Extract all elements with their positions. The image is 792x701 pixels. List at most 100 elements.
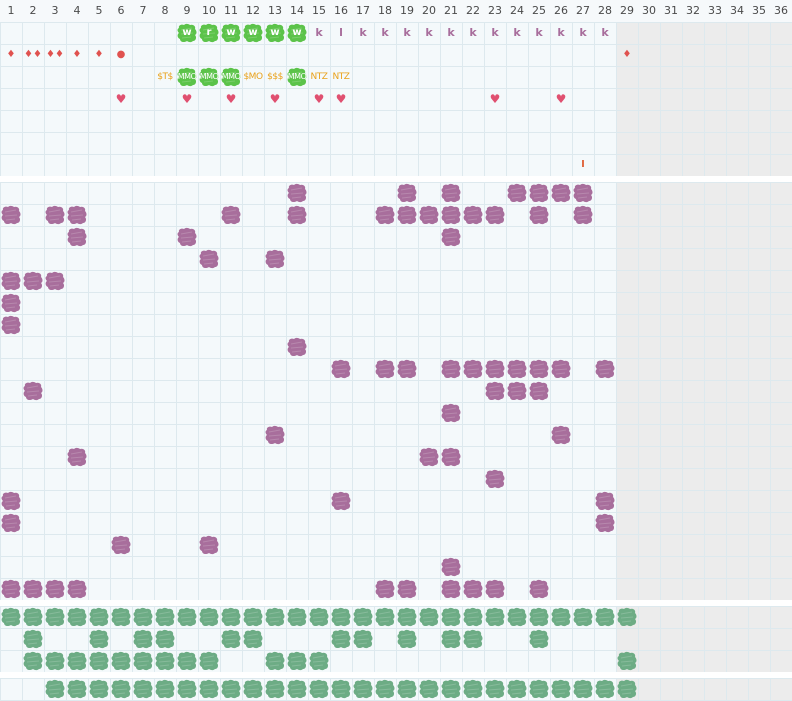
- heart-icon[interactable]: ♥: [555, 92, 567, 106]
- purple-blob-cell[interactable]: [440, 556, 462, 578]
- green-blob-cell[interactable]: [506, 606, 528, 628]
- k-marker[interactable]: k: [535, 26, 543, 39]
- money-marker[interactable]: NTZ: [310, 72, 328, 82]
- green-blob-cell[interactable]: [572, 606, 594, 628]
- heart-icon[interactable]: ♥: [225, 92, 237, 106]
- green-blob-cell[interactable]: [594, 678, 616, 700]
- green-blob-cell[interactable]: [550, 606, 572, 628]
- green-blob-cell[interactable]: [242, 606, 264, 628]
- green-blob-cell[interactable]: [176, 650, 198, 672]
- purple-blob-cell[interactable]: [0, 578, 22, 600]
- green-w-marker[interactable]: w: [286, 22, 308, 44]
- green-blob-cell[interactable]: [22, 628, 44, 650]
- green-blob-cell[interactable]: [352, 678, 374, 700]
- purple-blob-cell[interactable]: [572, 204, 594, 226]
- purple-blob-cell[interactable]: [528, 182, 550, 204]
- k-marker[interactable]: k: [469, 26, 477, 39]
- green-blob-cell[interactable]: [462, 628, 484, 650]
- green-blob-cell[interactable]: [396, 606, 418, 628]
- drop-icon[interactable]: ♦: [94, 49, 104, 60]
- purple-blob-cell[interactable]: [0, 490, 22, 512]
- purple-blob-cell[interactable]: [462, 204, 484, 226]
- green-blob-cell[interactable]: [396, 678, 418, 700]
- green-blob-cell[interactable]: [286, 606, 308, 628]
- k-marker[interactable]: k: [381, 26, 389, 39]
- green-blob-cell[interactable]: [220, 628, 242, 650]
- purple-blob-cell[interactable]: [594, 512, 616, 534]
- purple-blob-cell[interactable]: [440, 578, 462, 600]
- purple-blob-cell[interactable]: [44, 204, 66, 226]
- purple-blob-cell[interactable]: [0, 512, 22, 534]
- purple-blob-cell[interactable]: [44, 578, 66, 600]
- purple-blob-cell[interactable]: [506, 182, 528, 204]
- purple-blob-cell[interactable]: [374, 578, 396, 600]
- purple-blob-cell[interactable]: [528, 380, 550, 402]
- purple-blob-cell[interactable]: [396, 204, 418, 226]
- green-blob-cell[interactable]: [132, 628, 154, 650]
- purple-blob-cell[interactable]: [220, 204, 242, 226]
- green-blob-cell[interactable]: [198, 606, 220, 628]
- green-blob-cell[interactable]: [264, 650, 286, 672]
- drop-icon[interactable]: ♦: [6, 49, 16, 60]
- purple-blob-cell[interactable]: [396, 578, 418, 600]
- purple-blob-cell[interactable]: [418, 446, 440, 468]
- green-blob-cell[interactable]: [308, 678, 330, 700]
- green-blob-cell[interactable]: [462, 606, 484, 628]
- green-blob-cell[interactable]: [418, 606, 440, 628]
- purple-blob-cell[interactable]: [528, 578, 550, 600]
- green-blob-cell[interactable]: [88, 678, 110, 700]
- k-marker[interactable]: k: [425, 26, 433, 39]
- green-blob-cell[interactable]: [528, 606, 550, 628]
- purple-blob-cell[interactable]: [484, 468, 506, 490]
- purple-blob-cell[interactable]: [462, 578, 484, 600]
- green-blob-cell[interactable]: [594, 606, 616, 628]
- purple-blob-cell[interactable]: [440, 402, 462, 424]
- green-blob-cell[interactable]: [44, 678, 66, 700]
- purple-blob-cell[interactable]: [0, 204, 22, 226]
- k-marker[interactable]: k: [359, 26, 367, 39]
- green-blob-cell[interactable]: [110, 650, 132, 672]
- purple-blob-cell[interactable]: [550, 358, 572, 380]
- purple-blob-cell[interactable]: [22, 380, 44, 402]
- green-blob-cell[interactable]: [0, 606, 22, 628]
- green-w-marker[interactable]: r: [198, 22, 220, 44]
- green-blob-cell[interactable]: [132, 650, 154, 672]
- purple-blob-cell[interactable]: [330, 358, 352, 380]
- heart-icon[interactable]: ♥: [335, 92, 347, 106]
- purple-blob-cell[interactable]: [440, 358, 462, 380]
- purple-blob-cell[interactable]: [506, 358, 528, 380]
- green-blob-cell[interactable]: [198, 678, 220, 700]
- k-marker[interactable]: k: [447, 26, 455, 39]
- purple-blob-cell[interactable]: [528, 358, 550, 380]
- green-blob-cell[interactable]: [352, 628, 374, 650]
- purple-blob-cell[interactable]: [0, 270, 22, 292]
- purple-blob-cell[interactable]: [176, 226, 198, 248]
- green-blob-cell[interactable]: [110, 606, 132, 628]
- green-blob-cell[interactable]: [242, 628, 264, 650]
- drop-icon[interactable]: ♦♦: [46, 49, 64, 60]
- green-blob-cell[interactable]: [242, 678, 264, 700]
- green-blob-cell[interactable]: [220, 606, 242, 628]
- purple-blob-cell[interactable]: [440, 226, 462, 248]
- purple-blob-cell[interactable]: [440, 182, 462, 204]
- purple-blob-cell[interactable]: [396, 182, 418, 204]
- purple-blob-cell[interactable]: [484, 578, 506, 600]
- green-blob-cell[interactable]: [572, 678, 594, 700]
- purple-blob-cell[interactable]: [528, 204, 550, 226]
- k-marker[interactable]: k: [601, 26, 609, 39]
- green-blob-cell[interactable]: [198, 650, 220, 672]
- purple-blob-cell[interactable]: [484, 358, 506, 380]
- purple-blob-cell[interactable]: [44, 270, 66, 292]
- money-marker[interactable]: MMO: [198, 66, 220, 88]
- purple-blob-cell[interactable]: [550, 424, 572, 446]
- purple-blob-cell[interactable]: [550, 182, 572, 204]
- green-blob-cell[interactable]: [330, 678, 352, 700]
- green-w-marker[interactable]: w: [242, 22, 264, 44]
- drop-icon[interactable]: ♦: [72, 49, 82, 60]
- purple-blob-cell[interactable]: [66, 204, 88, 226]
- purple-blob-cell[interactable]: [286, 336, 308, 358]
- green-blob-cell[interactable]: [506, 678, 528, 700]
- green-blob-cell[interactable]: [352, 606, 374, 628]
- purple-blob-cell[interactable]: [418, 204, 440, 226]
- green-blob-cell[interactable]: [440, 678, 462, 700]
